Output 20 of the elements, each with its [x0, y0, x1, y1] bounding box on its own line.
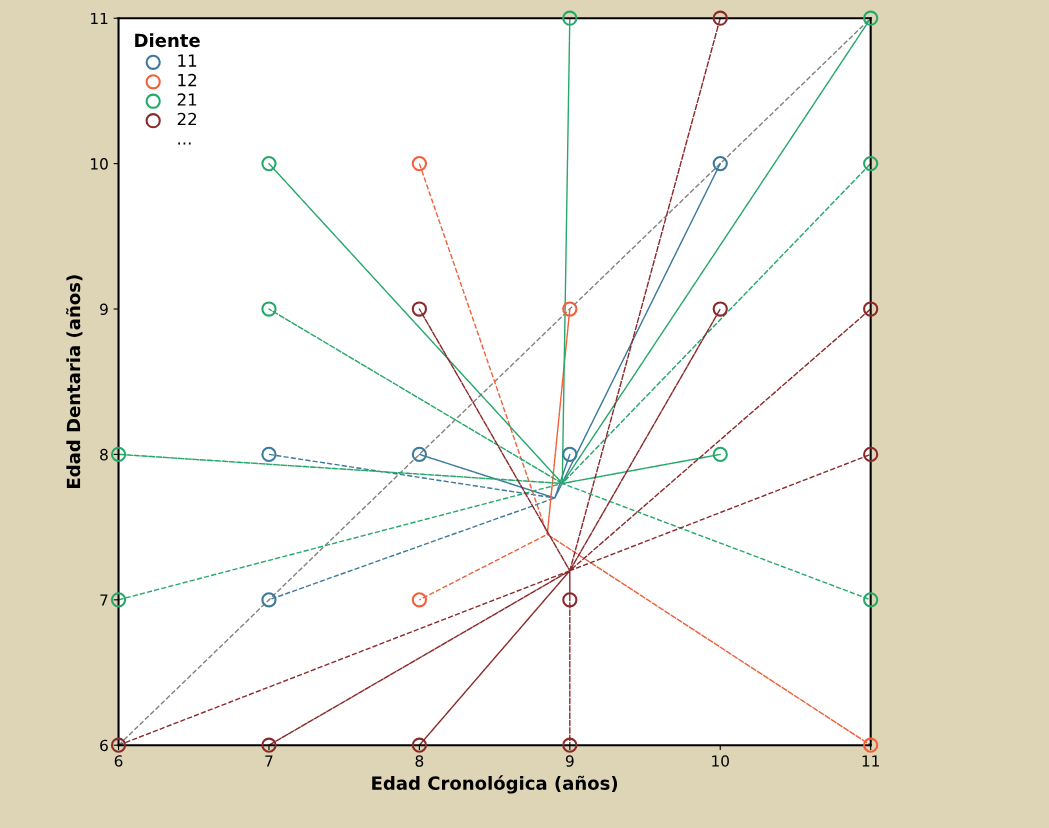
- y-tick-label: 7: [100, 594, 108, 606]
- legend-label: 11: [178, 54, 197, 67]
- y-tick-label: 8: [100, 448, 108, 461]
- x-tick-label: 6: [114, 755, 123, 767]
- x-tick-label: 7: [265, 755, 273, 767]
- legend-label: 21: [177, 93, 197, 106]
- x-axis-title: Edad Cronológica (años): [372, 775, 618, 794]
- legend-label: 12: [178, 73, 197, 87]
- y-tick-label: 11: [91, 12, 108, 25]
- y-axis-title: Edad Dentaria (años): [66, 275, 83, 488]
- y-tick-label: 10: [91, 158, 108, 170]
- y-tick-label: 6: [100, 739, 108, 752]
- legend-title: Diente: [135, 33, 200, 48]
- x-tick-label: 10: [712, 755, 729, 767]
- annotation: ...: [178, 142, 191, 145]
- legend-label: 22: [177, 112, 197, 126]
- x-tick-label: 11: [862, 755, 879, 767]
- x-tick-label: 9: [565, 755, 574, 767]
- y-tick-label: 9: [100, 303, 108, 316]
- x-tick-label: 8: [415, 755, 424, 767]
